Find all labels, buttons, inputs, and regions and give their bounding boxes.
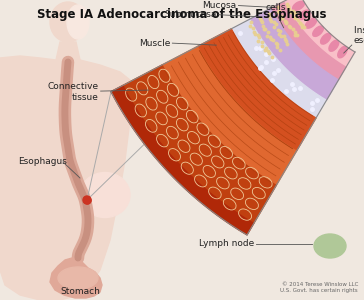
- Polygon shape: [197, 29, 316, 151]
- Ellipse shape: [321, 33, 331, 44]
- Ellipse shape: [50, 2, 86, 42]
- Ellipse shape: [338, 46, 347, 58]
- Text: Inside the
esophagus: Inside the esophagus: [354, 26, 364, 45]
- Text: Cancer
cells: Cancer cells: [260, 0, 292, 12]
- Text: Stomach: Stomach: [60, 287, 100, 296]
- Text: Submucosa: Submucosa: [164, 10, 217, 19]
- Ellipse shape: [293, 1, 304, 10]
- Ellipse shape: [329, 40, 339, 51]
- Polygon shape: [56, 42, 80, 60]
- Circle shape: [83, 196, 91, 204]
- Text: Mucosa: Mucosa: [202, 1, 237, 10]
- Polygon shape: [231, 19, 327, 118]
- Polygon shape: [111, 85, 254, 235]
- Text: Lymph node: Lymph node: [199, 239, 254, 248]
- Polygon shape: [162, 46, 297, 185]
- Text: Muscle: Muscle: [139, 39, 170, 48]
- Polygon shape: [123, 65, 276, 224]
- Text: Esophagus: Esophagus: [18, 158, 67, 166]
- Polygon shape: [284, 0, 355, 67]
- Polygon shape: [0, 56, 130, 300]
- Ellipse shape: [299, 10, 310, 20]
- Ellipse shape: [67, 5, 89, 39]
- Ellipse shape: [314, 234, 346, 258]
- Text: © 2014 Terese Winslow LLC
U.S. Govt. has certain rights: © 2014 Terese Winslow LLC U.S. Govt. has…: [280, 282, 358, 293]
- Text: Connective
tissue: Connective tissue: [48, 82, 99, 102]
- Ellipse shape: [305, 18, 316, 28]
- Polygon shape: [270, 2, 346, 80]
- Ellipse shape: [10, 155, 90, 215]
- Text: Stage IA Adenocarcinoma of the Esophagus: Stage IA Adenocarcinoma of the Esophagus: [37, 8, 327, 21]
- Ellipse shape: [58, 267, 98, 289]
- Polygon shape: [250, 8, 339, 100]
- Polygon shape: [50, 258, 102, 298]
- Ellipse shape: [313, 26, 323, 36]
- Ellipse shape: [80, 172, 130, 218]
